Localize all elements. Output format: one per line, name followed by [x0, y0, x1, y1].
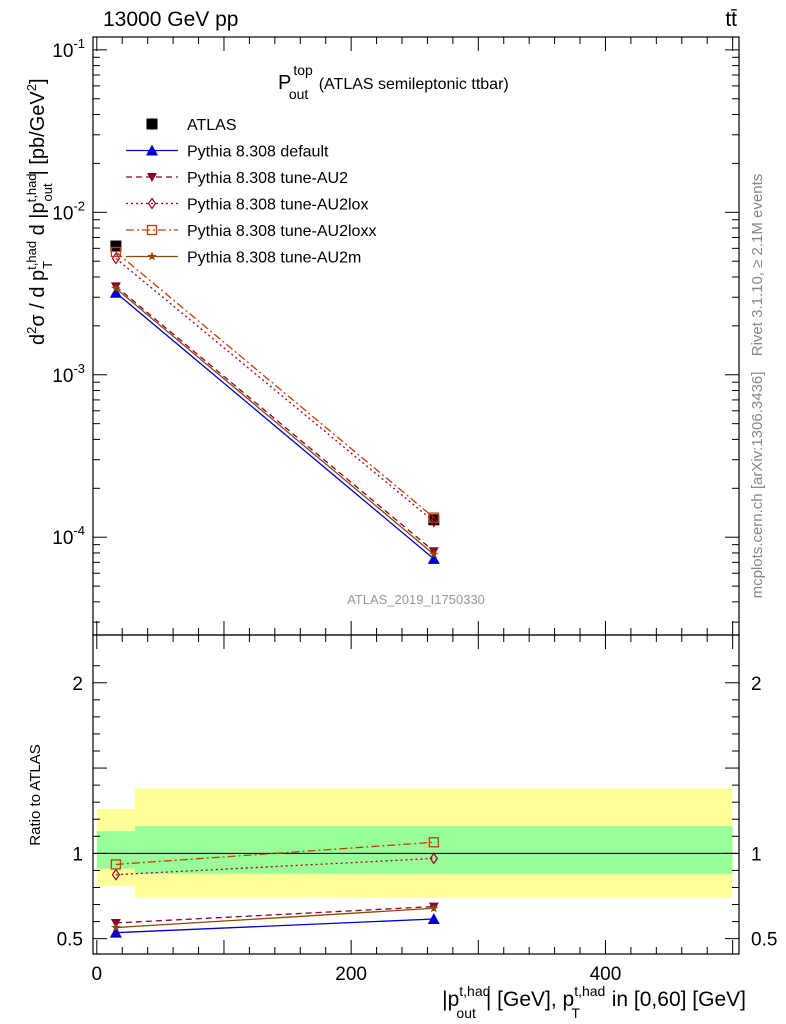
header-energy: 13000 GeV pp: [103, 8, 238, 31]
ratio-point-au2loxx: [428, 837, 439, 848]
point-au2loxx: [428, 512, 439, 523]
legend-marker-au2loxx: [146, 224, 158, 236]
point-default: [109, 286, 122, 298]
x-tick-label: 0: [92, 964, 103, 985]
ratio-ytick-label-right: 1: [751, 844, 762, 865]
legend-marker-au2: [147, 173, 157, 182]
series-line-au2: [115, 285, 435, 552]
ratio-point-au2m: [429, 903, 439, 913]
header-process: tt̄: [725, 8, 737, 31]
legend-marker-atlas: [146, 118, 158, 130]
x-tick-label: 400: [590, 964, 622, 985]
analysis-label: ATLAS_2019_I1750330: [347, 592, 485, 607]
ratio-frame: [92, 634, 740, 955]
main-series: [109, 240, 440, 564]
series-line-au2lox: [115, 257, 435, 522]
ratio-line-au2loxx: [115, 841, 434, 866]
legend-marker-au2m: [147, 251, 157, 261]
point-atlas: [428, 514, 440, 526]
series-line-au2m: [115, 287, 435, 555]
plot-title: Ptop out (ATLAS semileptonic ttbar): [278, 62, 509, 102]
legend-label-au2loxx: Pythia 8.308 tune-AU2loxx: [187, 223, 376, 240]
legend-label-au2: Pythia 8.308 tune-AU2: [187, 170, 348, 187]
legend-label-atlas: ATLAS: [187, 117, 237, 134]
ratio-point-au2lox: [429, 852, 439, 865]
point-au2lox: [429, 515, 439, 528]
point-au2m: [429, 549, 439, 559]
point-au2loxx: [110, 246, 122, 258]
ratio-point-au2lox: [111, 868, 121, 881]
point-default: [427, 552, 440, 564]
ratio-ytick-label-right: 0.5: [751, 930, 777, 951]
x-axis-label: |pt,had out| [GeV], pt,had T in [0,60] [Ge…: [442, 983, 746, 1021]
mcplots-label: mcplots.cern.ch [arXiv:1306.3436]: [749, 372, 766, 599]
legend-marker-au2lox: [147, 197, 157, 210]
ratio-ytick-label: 2: [72, 674, 83, 695]
ratio-ylabel: Ratio to ATLAS: [27, 744, 44, 845]
ratio-point-au2m: [111, 922, 121, 932]
series-line-default: [115, 292, 435, 560]
legend-label-au2m: Pythia 8.308 tune-AU2m: [187, 250, 361, 267]
series-line-au2loxx: [115, 251, 435, 519]
ratio-line-au2: [115, 905, 434, 924]
band-inner: [96, 831, 135, 869]
ratio-ytick-label-right: 2: [751, 674, 762, 695]
ratio-point-au2loxx: [110, 859, 122, 870]
main-axes: 10-4 10-3 10-2 10-1: [52, 36, 739, 635]
legend-label-au2lox: Pythia 8.308 tune-AU2lox: [187, 197, 368, 214]
legend-label-default: Pythia 8.308 default: [187, 144, 329, 161]
main-ytick-label: 10-2: [52, 198, 85, 224]
ratio-axes: 0 200 400 0.5 0.5 1 1 2 2: [57, 635, 777, 985]
main-ytick-label: 10-3: [52, 361, 85, 387]
main-ylabel: d2σ / d pt,hadT d |pt,hadout| [pb/GeV2]: [24, 78, 55, 345]
x-tick-label: 200: [335, 964, 367, 985]
main-ytick-label: 10-1: [52, 36, 85, 62]
legend: ATLAS Pythia 8.308 default Pythia 8.308 tu…: [126, 117, 376, 267]
ratio-line-au2lox: [115, 857, 434, 876]
ratio-uncertainty-bands: [93, 788, 739, 898]
ratio-point-default: [109, 926, 122, 938]
ratio-series: [109, 837, 440, 938]
ratio-point-default: [427, 913, 440, 925]
band-inner: [134, 826, 733, 874]
ratio-ytick-label: 0.5: [57, 930, 83, 951]
ratio-line-au2m: [115, 907, 434, 929]
point-au2m: [111, 283, 121, 293]
legend-marker-default: [146, 144, 158, 156]
rivet-label: Rivet 3.1.10, ≥ 2.1M events: [749, 174, 766, 357]
ratio-line-default: [115, 918, 434, 934]
point-atlas: [110, 240, 122, 252]
ratio-ytick-label: 1: [72, 844, 83, 865]
main-ytick-label: 10-4: [52, 523, 85, 549]
